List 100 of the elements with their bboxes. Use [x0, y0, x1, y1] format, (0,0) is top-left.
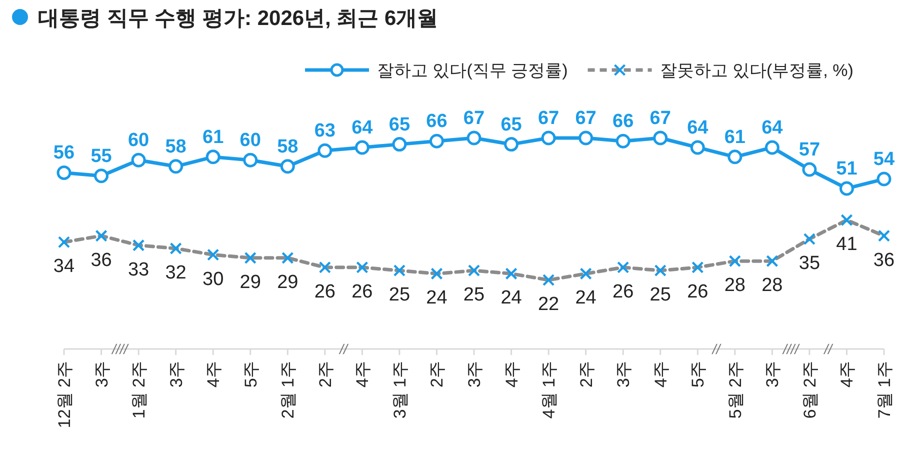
point: [876, 172, 892, 186]
data-label: 57: [798, 140, 820, 161]
data-label: 36: [90, 250, 112, 271]
x-tick-label: 5월 2주: [726, 361, 745, 419]
data-label: 60: [128, 130, 150, 152]
point: [802, 162, 817, 177]
data-label: 65: [388, 114, 410, 136]
x-tick-label: 3주: [166, 361, 186, 388]
point: [764, 140, 780, 155]
data-label: 67: [575, 108, 596, 129]
data-label: 41: [836, 234, 858, 256]
x-tick-label: 5주: [241, 361, 260, 388]
data-label: 29: [240, 272, 261, 293]
x-tick-label: 2월 1주: [278, 361, 298, 419]
data-label: 64: [352, 117, 374, 138]
data-label: 64: [687, 117, 709, 138]
data-label: 35: [798, 252, 820, 274]
x-tick-label: 2주: [428, 361, 447, 388]
x-tick-label: 3주: [614, 361, 634, 388]
data-label: 25: [463, 284, 485, 306]
point: [392, 137, 407, 152]
x-tick-label: 3주: [465, 361, 484, 388]
data-label: 29: [277, 272, 298, 293]
data-label: 63: [314, 120, 336, 142]
text: //: [338, 341, 350, 357]
point: [131, 152, 146, 168]
point: [429, 134, 444, 148]
data-label: 36: [873, 250, 895, 271]
data-label: 54: [873, 149, 895, 170]
x-tick-label: 4주: [204, 361, 224, 388]
point: [354, 140, 370, 155]
data-label: 66: [426, 111, 448, 132]
legend-label: 잘하고 있다(직무 긍정률): [377, 61, 568, 80]
legend-label: 잘못하고 있다(부정률, %): [660, 61, 854, 80]
x-tick-label: 4주: [353, 361, 372, 388]
point: [578, 130, 594, 146]
data-label: 24: [500, 288, 522, 309]
x-tick-label: 3주: [92, 361, 112, 388]
point: [280, 159, 295, 174]
data-label: 58: [277, 136, 298, 158]
data-label: 26: [612, 281, 634, 302]
point: [839, 181, 854, 196]
x-tick-label: 3월 1주: [390, 361, 410, 419]
data-label: 26: [687, 281, 708, 302]
data-label: 25: [388, 284, 410, 306]
data-label: 25: [650, 284, 671, 306]
point: [318, 143, 332, 158]
x-tick-label: 6월 2주: [800, 361, 820, 419]
x-tick-label: 12월 2주: [55, 361, 74, 428]
x-tick-label: 5주: [688, 361, 708, 388]
text: //: [711, 341, 722, 357]
data-label: 24: [426, 288, 448, 309]
x-tick-label: 4주: [651, 361, 670, 388]
point: [466, 130, 482, 146]
point: [616, 134, 630, 148]
point: [206, 150, 220, 164]
data-label: 26: [314, 281, 336, 302]
x-tick-label: 4주: [502, 361, 522, 388]
data-label: 32: [165, 262, 186, 284]
data-label: 64: [762, 117, 784, 138]
x-tick-label: 4주: [838, 361, 857, 388]
x-tick-label: 7월 1주: [875, 361, 894, 419]
data-label: 55: [90, 146, 112, 167]
data-label: 33: [128, 259, 150, 280]
x-tick-label: 2주: [316, 361, 335, 388]
data-label: 30: [202, 268, 224, 290]
text: ////: [782, 341, 801, 357]
x-tick-label: 3주: [763, 361, 782, 388]
data-label: 34: [53, 256, 75, 278]
point: [653, 130, 668, 146]
data-label: 58: [165, 136, 186, 158]
data-label: 28: [762, 275, 783, 296]
point: [728, 150, 742, 164]
x-tick-label: 2주: [576, 361, 596, 388]
point: [56, 165, 72, 180]
data-label: 56: [53, 142, 75, 164]
data-label: 51: [836, 158, 858, 180]
chart-title: 대통령 직무 수행 평가: 2026년, 최근 6개월: [38, 7, 438, 30]
data-label: 60: [240, 130, 261, 152]
data-label: 61: [202, 126, 224, 148]
data-label: 67: [650, 108, 671, 129]
point: [690, 140, 705, 155]
data-label: 26: [352, 281, 373, 302]
point: [541, 130, 556, 146]
data-label: 67: [538, 108, 560, 129]
text: //: [823, 341, 834, 357]
data-label: 22: [538, 294, 560, 315]
x-tick-label: 1월 2주: [130, 361, 149, 419]
data-label: 66: [612, 111, 634, 132]
text: ////: [111, 341, 130, 357]
point: [94, 168, 109, 184]
point: [168, 159, 184, 174]
data-label: 65: [500, 114, 522, 136]
data-label: 67: [463, 108, 485, 129]
data-label: 28: [724, 275, 746, 296]
point: [504, 137, 519, 152]
point: [243, 152, 258, 168]
data-label: 24: [575, 288, 597, 309]
data-label: 61: [724, 126, 746, 148]
x-tick-label: 4월 1주: [540, 361, 559, 419]
